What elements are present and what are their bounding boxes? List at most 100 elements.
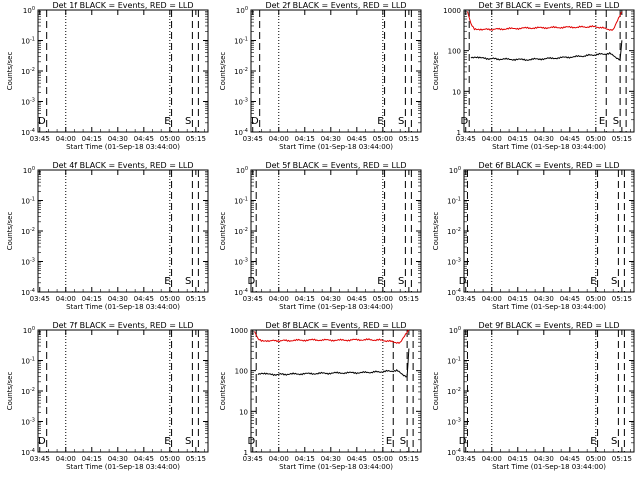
chart-title: Det 6f BLACK = Events, RED = LLD <box>478 161 619 170</box>
x-tick-label: 05:00 <box>373 135 393 143</box>
x-axis-label: Start Time (01-Sep-18 03:44:00) <box>279 143 393 151</box>
x-tick-label: 04:15 <box>295 455 315 463</box>
x-tick-label: 04:00 <box>482 135 502 143</box>
x-tick-label: 05:15 <box>612 135 632 143</box>
x-tick-label: 03:45 <box>30 295 50 303</box>
chart-title: Det 9f BLACK = Events, RED = LLD <box>478 321 619 330</box>
event-marker-label: E <box>590 276 596 287</box>
series-line-1 <box>254 329 410 344</box>
y-tick-label: 100 <box>449 326 461 335</box>
event-marker-label: S <box>613 116 619 127</box>
y-tick-label: 100 <box>236 166 248 175</box>
y-tick-label: 10-2 <box>21 67 35 76</box>
y-tick-label: 10-1 <box>21 37 35 46</box>
series-line-1 <box>467 11 623 32</box>
event-marker-label: S <box>398 276 404 287</box>
y-tick-label: 1 <box>457 129 461 137</box>
x-tick-label: 04:30 <box>534 295 554 303</box>
event-marker-label: D <box>459 436 467 447</box>
chart-title: Det 3f BLACK = Events, RED = LLD <box>478 1 619 10</box>
event-marker-label: E <box>590 436 596 447</box>
x-tick-label: 04:45 <box>560 135 580 143</box>
y-tick-label: 1000 <box>230 327 248 335</box>
chart-panel-9: Det 9f BLACK = Events, RED = LLD Counts/s… <box>432 321 635 471</box>
x-tick-label: 03:45 <box>456 135 476 143</box>
event-marker-label: D <box>248 436 256 447</box>
y-tick-label: 10-2 <box>21 387 35 396</box>
x-tick-label: 04:15 <box>295 295 315 303</box>
y-axis-label: Counts/sec <box>219 212 227 251</box>
event-marker-label: D <box>38 116 46 127</box>
x-tick-label: 04:45 <box>347 455 367 463</box>
plot-frame <box>250 329 422 453</box>
x-axis-label: Start Time (01-Sep-18 03:44:00) <box>279 303 393 311</box>
plot-frame <box>463 169 635 293</box>
event-marker-label: E <box>386 436 392 447</box>
x-axis-label: Start Time (01-Sep-18 03:44:00) <box>492 303 606 311</box>
x-tick-label: 05:00 <box>586 295 606 303</box>
y-tick-label: 10-3 <box>234 258 248 267</box>
y-tick-label: 10-4 <box>21 128 35 137</box>
plot-frame <box>37 9 209 133</box>
plot-frame <box>250 169 422 293</box>
x-tick-label: 04:15 <box>508 455 528 463</box>
chart-title: Det 2f BLACK = Events, RED = LLD <box>265 1 406 10</box>
y-axis-label: Counts/sec <box>432 212 440 251</box>
event-marker-label: S <box>185 116 191 127</box>
chart-panel-3: Det 3f BLACK = Events, RED = LLD Counts/s… <box>432 1 635 151</box>
y-axis-label: Counts/sec <box>219 52 227 91</box>
chart-panel-6: Det 6f BLACK = Events, RED = LLD Counts/s… <box>432 161 635 311</box>
x-axis-label: Start Time (01-Sep-18 03:44:00) <box>279 463 393 471</box>
y-tick-label: 10-2 <box>234 227 248 236</box>
y-tick-label: 10-4 <box>234 128 248 137</box>
x-tick-label: 05:00 <box>373 295 393 303</box>
y-axis-label: Counts/sec <box>6 52 14 91</box>
x-tick-label: 04:15 <box>508 295 528 303</box>
chart-title: Det 7f BLACK = Events, RED = LLD <box>52 321 193 330</box>
x-tick-label: 03:45 <box>456 455 476 463</box>
y-tick-label: 10-2 <box>447 227 461 236</box>
y-tick-label: 10-3 <box>447 418 461 427</box>
y-tick-label: 100 <box>23 326 35 335</box>
event-marker-label: S <box>185 436 191 447</box>
chart-panel-8: Det 8f BLACK = Events, RED = LLD Counts/s… <box>219 321 422 471</box>
chart-title: Det 8f BLACK = Events, RED = LLD <box>265 321 406 330</box>
x-tick-label: 04:30 <box>534 135 554 143</box>
y-tick-label: 100 <box>236 6 248 15</box>
y-tick-label: 10-4 <box>447 288 461 297</box>
x-tick-label: 04:15 <box>82 295 102 303</box>
chart-title: Det 1f BLACK = Events, RED = LLD <box>52 1 193 10</box>
x-tick-label: 03:45 <box>243 295 263 303</box>
x-tick-label: 04:15 <box>82 135 102 143</box>
x-tick-label: 04:00 <box>482 295 502 303</box>
x-tick-label: 04:45 <box>134 295 154 303</box>
chart-panel-7: Det 7f BLACK = Events, RED = LLD Counts/s… <box>6 321 209 471</box>
x-tick-label: 04:30 <box>321 455 341 463</box>
y-axis-label: Counts/sec <box>6 372 14 411</box>
x-tick-label: 05:00 <box>160 455 180 463</box>
x-axis-label: Start Time (01-Sep-18 03:44:00) <box>492 463 606 471</box>
y-tick-label: 10-2 <box>234 67 248 76</box>
event-marker-label: D <box>459 276 467 287</box>
event-marker-label: E <box>599 116 605 127</box>
y-axis-label: Counts/sec <box>432 372 440 411</box>
x-axis-label: Start Time (01-Sep-18 03:44:00) <box>492 143 606 151</box>
x-tick-label: 04:00 <box>269 295 289 303</box>
y-tick-label: 1000 <box>443 7 461 15</box>
x-tick-label: 04:30 <box>321 295 341 303</box>
event-marker-label: D <box>38 436 46 447</box>
y-tick-label: 10-3 <box>21 418 35 427</box>
x-tick-label: 05:15 <box>399 295 419 303</box>
x-tick-label: 03:45 <box>243 135 263 143</box>
plot-frame <box>37 329 209 453</box>
x-tick-label: 04:30 <box>321 135 341 143</box>
chart-panel-4: Det 4f BLACK = Events, RED = LLD Counts/s… <box>6 161 209 311</box>
event-marker-label: E <box>164 116 170 127</box>
x-tick-label: 04:00 <box>269 135 289 143</box>
x-tick-label: 05:00 <box>586 135 606 143</box>
x-tick-label: 04:00 <box>56 135 76 143</box>
x-tick-label: 05:00 <box>160 295 180 303</box>
plot-frame <box>37 169 209 293</box>
y-tick-label: 10-1 <box>447 197 461 206</box>
